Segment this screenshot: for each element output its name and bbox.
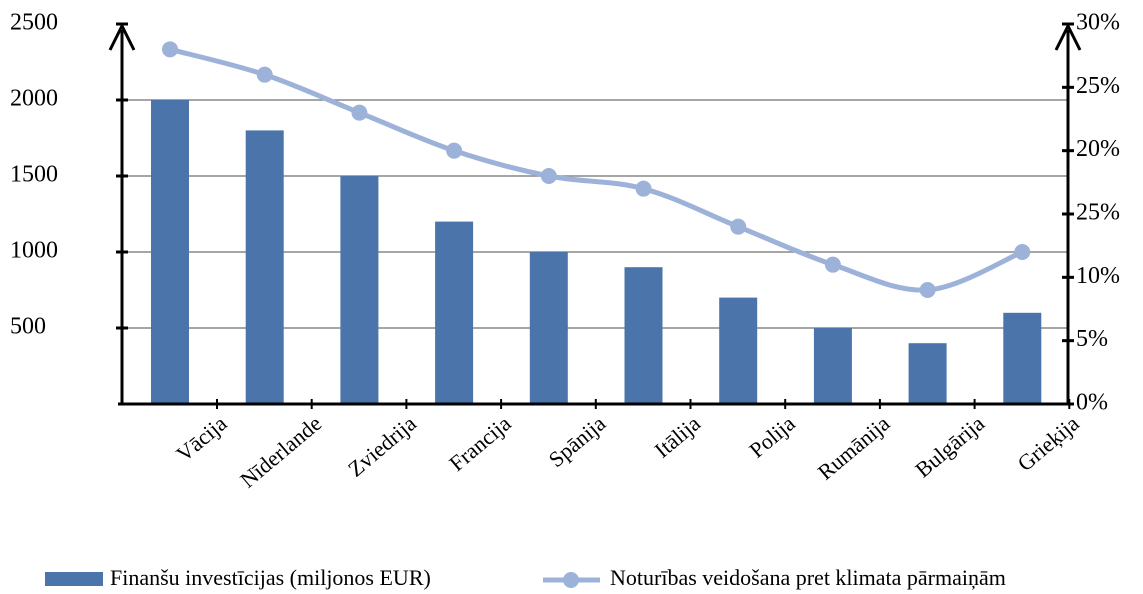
bar [624, 267, 663, 404]
x-tick-label: Polija [744, 410, 800, 462]
bar [908, 343, 947, 404]
bar [435, 221, 474, 404]
y-tick-label: 500 [10, 314, 46, 340]
line-marker [540, 168, 557, 184]
bar [245, 130, 284, 404]
bar [719, 297, 758, 404]
y-tick-label: 1500 [10, 162, 58, 188]
line-marker [351, 104, 368, 121]
x-tick-label: Vācija [171, 410, 231, 466]
x-tick-label: Nīderlande [235, 411, 326, 493]
x-tick-label: Bulgārija [910, 410, 989, 482]
line-marker [730, 218, 747, 235]
bar [151, 100, 189, 404]
legend-label: Noturības veidošana pret klimata pārmaiņ… [610, 565, 1006, 590]
x-tick-label: Zviedrija [343, 410, 421, 481]
line [169, 46, 1024, 293]
line-marker [256, 66, 273, 83]
line-marker [162, 41, 178, 58]
y2-axis-arrow [1054, 22, 1082, 51]
line-marker [919, 282, 936, 298]
line-marker [635, 180, 652, 197]
x-tick-label: Grieķija [1012, 410, 1083, 476]
y-tick-label: 2500 [10, 10, 58, 36]
legend-swatch-marker [563, 572, 579, 588]
x-tick-label: Francija [444, 410, 515, 476]
marks [151, 41, 1042, 404]
x-tick-label: Rumānija [813, 410, 895, 484]
y2-tick-label: 25% [1076, 73, 1120, 99]
legend-label: Finanšu investīcijas (miljonos EUR) [110, 565, 431, 590]
line-marker [446, 142, 463, 159]
x-tick-label: Itālija [650, 410, 706, 462]
y2-tick-label: 20% [1076, 136, 1120, 162]
bar [529, 252, 568, 404]
x-tick-label: Spānija [544, 410, 611, 472]
y2-tick-label: 25% [1076, 200, 1120, 226]
y2-tick-label: 5% [1076, 326, 1108, 352]
y-tick-label: 1000 [10, 238, 58, 264]
bar [340, 176, 379, 404]
bar [1003, 312, 1042, 404]
line-marker [824, 256, 841, 273]
y2-tick-label: 30% [1076, 10, 1120, 36]
y-axis-arrow [108, 22, 136, 51]
y2-tick-label: 0% [1076, 390, 1108, 416]
y-tick-label: 2000 [10, 86, 58, 112]
legend-swatch-bar [45, 572, 103, 586]
line-marker [1014, 244, 1031, 260]
bar [813, 328, 852, 404]
y2-tick-label: 10% [1076, 263, 1120, 289]
